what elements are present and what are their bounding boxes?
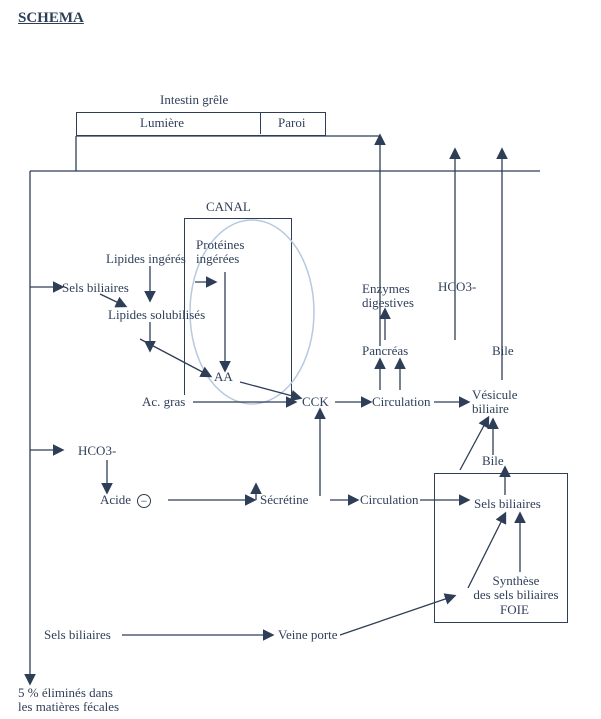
arrow-veine-to-foie <box>340 596 454 635</box>
arrow-solub-to-aa-area <box>140 339 210 376</box>
arrow-sels-to-solub <box>100 294 125 306</box>
arrow-synth-to-sels <box>468 514 505 588</box>
arrow-aa-to-cck <box>240 382 300 398</box>
arrow-bile-diag <box>460 418 488 470</box>
arrow-layer <box>0 0 601 719</box>
